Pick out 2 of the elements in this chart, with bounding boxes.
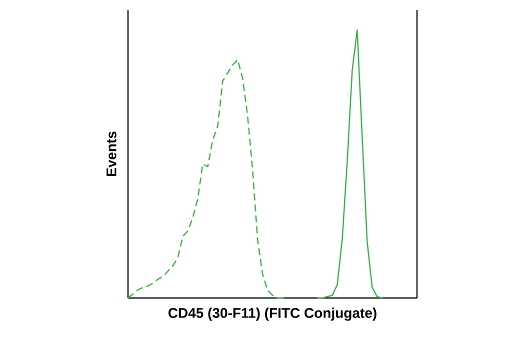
x-axis-title: CD45 (30-F11) (FITC Conjugate) [168, 308, 376, 321]
y-axis-title: Events [106, 132, 116, 176]
